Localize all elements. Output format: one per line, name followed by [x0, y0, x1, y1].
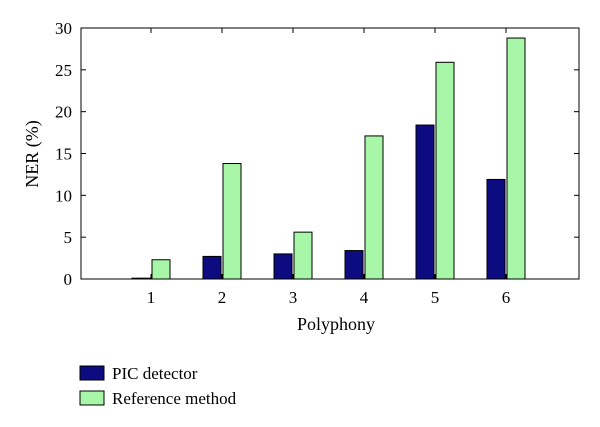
legend-item: Reference method	[79, 389, 237, 408]
axes: 0 5 10 15 20 25 30 1 2 3 4 5 6	[55, 19, 580, 307]
bar-reference-method-4	[364, 135, 384, 280]
y-tick-label: 0	[64, 270, 73, 289]
y-tick-label: 20	[55, 103, 72, 122]
bar-pic-detector-5	[415, 124, 435, 280]
legend-swatch	[79, 365, 105, 381]
x-tick-label: 5	[431, 288, 440, 307]
bar-reference-method-1	[151, 259, 171, 280]
legend-swatch	[79, 390, 105, 406]
plot-area	[131, 37, 526, 280]
x-tick-label: 1	[147, 288, 156, 307]
bar-pic-detector-3	[273, 253, 293, 280]
y-tick-label: 30	[55, 19, 72, 38]
bar-pic-detector-2	[202, 255, 222, 280]
y-axis-label: NER (%)	[22, 120, 43, 187]
legend: PIC detector Reference method	[79, 364, 237, 408]
bar-pic-detector-6	[486, 178, 506, 280]
y-tick-label: 5	[64, 228, 73, 247]
x-tick-label: 2	[218, 288, 227, 307]
legend-label: Reference method	[112, 389, 237, 408]
y-tick-label: 15	[55, 145, 72, 164]
bar-reference-method-2	[222, 163, 242, 280]
y-tick-label: 25	[55, 61, 72, 80]
legend-item: PIC detector	[79, 364, 198, 383]
bar-reference-method-5	[435, 61, 455, 280]
bar-reference-method-6	[506, 37, 526, 280]
bar-pic-detector-4	[344, 250, 364, 280]
x-tick-label: 3	[289, 288, 298, 307]
legend-label: PIC detector	[112, 364, 198, 383]
bar-reference-method-3	[293, 231, 313, 280]
y-tick-label: 10	[55, 186, 72, 205]
x-tick-label: 6	[502, 288, 511, 307]
x-tick-label: 4	[360, 288, 369, 307]
x-axis-label: Polyphony	[297, 314, 375, 334]
